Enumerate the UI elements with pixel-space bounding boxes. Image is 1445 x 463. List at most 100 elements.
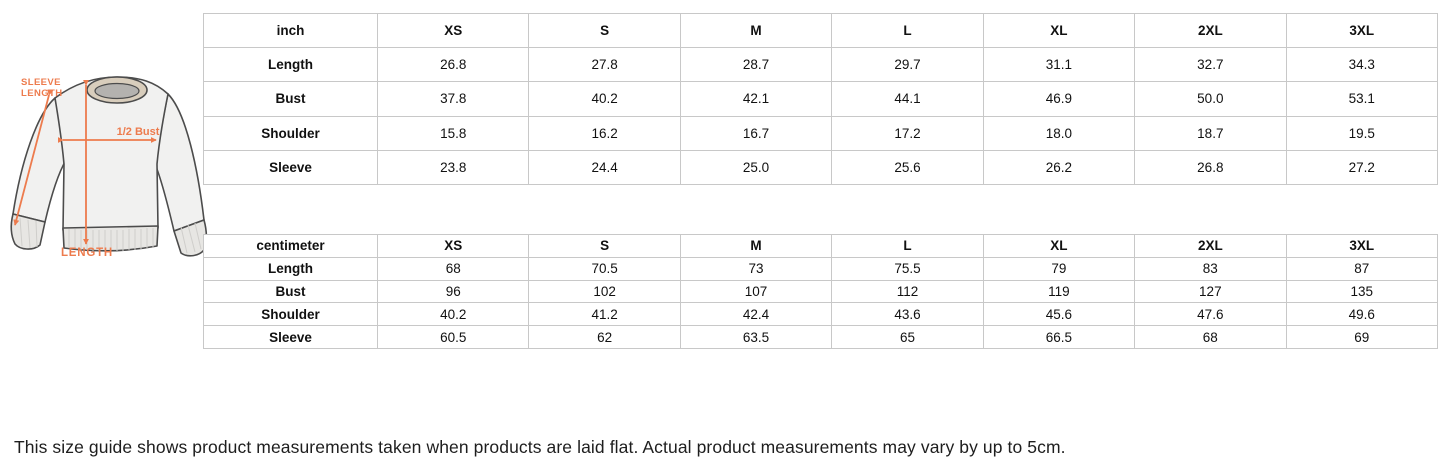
measurement-row-label: Bust — [203, 81, 378, 117]
measurement-row-label: Bust — [203, 279, 378, 304]
measurement-value-cell: 24.4 — [528, 149, 681, 185]
measurement-value-cell: 42.1 — [679, 81, 833, 117]
measurement-value-cell: 79 — [982, 256, 1136, 281]
measurement-value-cell: 43.6 — [831, 302, 984, 327]
measurement-value-cell: 16.2 — [528, 115, 681, 151]
measurement-row: Shoulder 40.2 41.2 42.4 43.6 45.6 47.6 49.6 — [203, 302, 1439, 327]
measurement-row-label: Sleeve — [203, 325, 378, 349]
sleeve-length-label-line2: LENGTH — [21, 88, 62, 99]
measurement-value-cell: 23.8 — [376, 149, 530, 185]
measurement-row: Shoulder 15.8 16.2 16.7 17.2 18.0 18.7 19.5 — [203, 115, 1439, 151]
measurement-value-cell: 27.8 — [528, 47, 681, 83]
size-guide-note: This size guide shows product measuremen… — [14, 437, 1066, 457]
measurement-value-cell: 107 — [679, 279, 833, 304]
measurement-value-cell: 15.8 — [376, 115, 530, 151]
measurement-value-cell: 18.0 — [982, 115, 1136, 151]
measurement-row-label: Sleeve — [203, 149, 378, 185]
measurement-value-cell: 68 — [1134, 325, 1287, 349]
measurement-value-cell: 19.5 — [1285, 115, 1439, 151]
measurement-value-cell: 32.7 — [1134, 47, 1287, 83]
measurement-value-cell: 26.8 — [1134, 149, 1287, 185]
measurement-value-cell: 26.8 — [376, 47, 530, 83]
measurement-value-cell: 62 — [528, 325, 681, 349]
measurement-value-cell: 34.3 — [1285, 47, 1439, 83]
measurement-value-cell: 41.2 — [528, 302, 681, 327]
size-column-header: S — [528, 234, 681, 258]
measurement-value-cell: 73 — [679, 256, 833, 281]
unit-header: centimeter — [203, 234, 378, 258]
measurement-row: Length 26.8 27.8 28.7 29.7 31.1 32.7 34.3 — [203, 47, 1439, 83]
unit-header: inch — [203, 12, 378, 49]
size-table-header-row: inch XS S M L XL 2XL 3XL — [203, 12, 1439, 49]
size-column-header: XL — [982, 12, 1136, 49]
measurement-value-cell: 26.2 — [982, 149, 1136, 185]
measurement-value-cell: 68 — [376, 256, 530, 281]
measurement-row-label: Shoulder — [203, 115, 378, 151]
size-column-header: 3XL — [1285, 234, 1439, 258]
collar — [86, 76, 148, 104]
measurement-value-cell: 119 — [982, 279, 1136, 304]
sleeve-length-arrow — [13, 89, 54, 226]
measurement-value-cell: 83 — [1134, 256, 1287, 281]
measurement-value-cell: 65 — [831, 325, 984, 349]
measurement-value-cell: 102 — [528, 279, 681, 304]
measurement-value-cell: 17.2 — [831, 115, 984, 151]
size-table-centimeter: centimeter XS S M L XL 2XL 3XL Length 68 70.5 73 75.… — [203, 234, 1439, 349]
size-table-header-row: centimeter XS S M L XL 2XL 3XL — [203, 234, 1439, 258]
measurement-value-cell: 96 — [376, 279, 530, 304]
measurement-row-label: Shoulder — [203, 302, 378, 327]
size-column-header: M — [679, 234, 833, 258]
measurement-row: Length 68 70.5 73 75.5 79 83 87 — [203, 256, 1439, 281]
measurement-value-cell: 75.5 — [831, 256, 984, 281]
measurement-value-cell: 28.7 — [679, 47, 833, 83]
measurement-value-cell: 40.2 — [528, 81, 681, 117]
measurement-value-cell: 47.6 — [1134, 302, 1287, 327]
measurement-value-cell: 18.7 — [1134, 115, 1287, 151]
size-column-header: S — [528, 12, 681, 49]
measurement-row: Sleeve 23.8 24.4 25.0 25.6 26.2 26.8 27.2 — [203, 149, 1439, 185]
measurement-value-cell: 63.5 — [679, 325, 833, 349]
measurement-value-cell: 27.2 — [1285, 149, 1439, 185]
measurement-row-label: Length — [203, 47, 378, 83]
measurement-value-cell: 53.1 — [1285, 81, 1439, 117]
measurement-value-cell: 31.1 — [982, 47, 1136, 83]
measurement-row-label: Length — [203, 256, 378, 281]
size-column-header: 3XL — [1285, 12, 1439, 49]
measurement-value-cell: 46.9 — [982, 81, 1136, 117]
sweatshirt-diagram: SLEEVE LENGTH 1/2 Bust LENGTH — [10, 76, 208, 259]
measurement-row: Sleeve 60.5 62 63.5 65 66.5 68 69 — [203, 325, 1439, 349]
measurement-value-cell: 37.8 — [376, 81, 530, 117]
size-column-header: 2XL — [1134, 12, 1287, 49]
measurement-value-cell: 70.5 — [528, 256, 681, 281]
size-column-header: XS — [376, 12, 530, 49]
measurement-value-cell: 16.7 — [679, 115, 833, 151]
length-label: LENGTH — [61, 247, 113, 259]
half-bust-label: 1/2 Bust — [117, 126, 160, 138]
measurement-value-cell: 127 — [1134, 279, 1287, 304]
measurement-value-cell: 45.6 — [982, 302, 1136, 327]
measurement-value-cell: 60.5 — [376, 325, 530, 349]
size-column-header: XL — [982, 234, 1136, 258]
measurement-value-cell: 42.4 — [679, 302, 833, 327]
measurement-value-cell: 40.2 — [376, 302, 530, 327]
measurement-value-cell: 135 — [1285, 279, 1439, 304]
measurement-row: Bust 96 102 107 112 119 127 135 — [203, 279, 1439, 304]
measurement-value-cell: 66.5 — [982, 325, 1136, 349]
measurement-value-cell: 29.7 — [831, 47, 984, 83]
size-column-header: 2XL — [1134, 234, 1287, 258]
sleeve-length-label-line1: SLEEVE — [21, 77, 61, 88]
measurement-value-cell: 50.0 — [1134, 81, 1287, 117]
size-column-header: L — [831, 234, 984, 258]
measurement-value-cell: 112 — [831, 279, 984, 304]
measurement-row: Bust 37.8 40.2 42.1 44.1 46.9 50.0 53.1 — [203, 81, 1439, 117]
measurement-value-cell: 44.1 — [831, 81, 984, 117]
size-column-header: L — [831, 12, 984, 49]
size-table-inch: inch XS S M L XL 2XL 3XL Length 26.8 27.8 28.7 29.7 3… — [203, 12, 1439, 185]
measurement-value-cell: 25.0 — [679, 149, 833, 185]
measurement-value-cell: 69 — [1285, 325, 1439, 349]
size-column-header: M — [679, 12, 833, 49]
measurement-value-cell: 25.6 — [831, 149, 984, 185]
measurement-value-cell: 49.6 — [1285, 302, 1439, 327]
size-column-header: XS — [376, 234, 530, 258]
